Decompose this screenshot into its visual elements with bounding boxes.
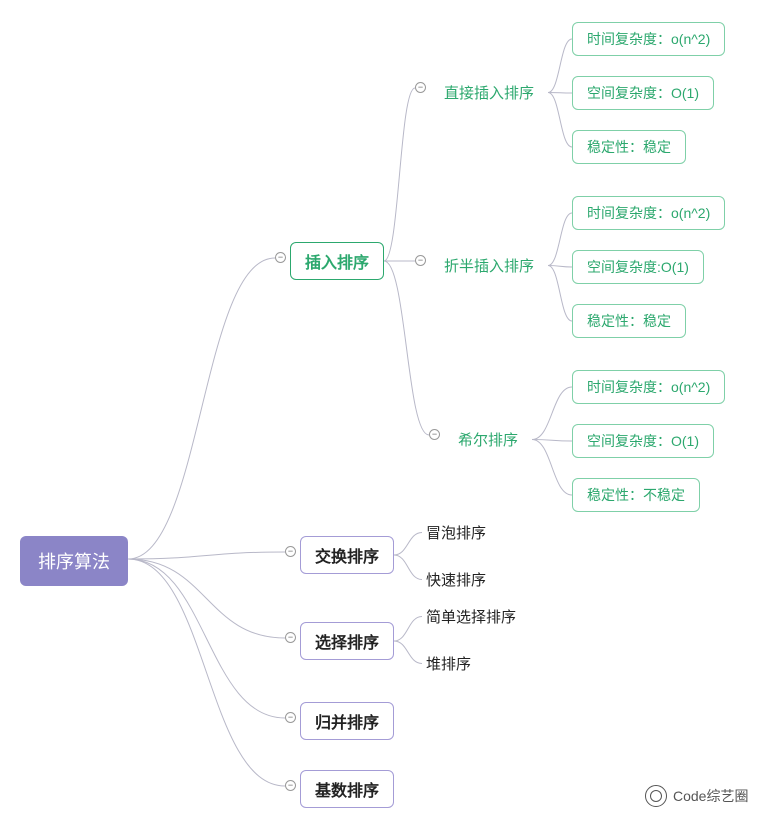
toggle-shell[interactable]: − (429, 429, 440, 440)
child-select-0: 简单选择排序 (422, 604, 520, 629)
leaf-shell-2: 稳定性：不稳定 (572, 478, 700, 512)
leaf-direct-2: 稳定性：稳定 (572, 130, 686, 164)
node-insert[interactable]: 插入排序 (290, 242, 384, 280)
root-node[interactable]: 排序算法 (20, 536, 128, 586)
toggle-binary[interactable]: − (415, 255, 426, 266)
wechat-icon (645, 785, 667, 807)
toggle-insert[interactable]: − (275, 252, 286, 263)
child-exchange-1: 快速排序 (422, 567, 490, 592)
watermark-text: Code综艺圈 (673, 786, 748, 806)
toggle-direct[interactable]: − (415, 82, 426, 93)
toggle-select[interactable]: − (285, 632, 296, 643)
leaf-direct-0: 时间复杂度：o(n^2) (572, 22, 725, 56)
leaf-shell-1: 空间复杂度：O(1) (572, 424, 714, 458)
leaf-shell-0: 时间复杂度：o(n^2) (572, 370, 725, 404)
leaf-binary-2: 稳定性：稳定 (572, 304, 686, 338)
node-select[interactable]: 选择排序 (300, 622, 394, 660)
node-direct[interactable]: 直接插入排序 (430, 76, 548, 109)
node-exchange[interactable]: 交换排序 (300, 536, 394, 574)
leaf-direct-1: 空间复杂度：O(1) (572, 76, 714, 110)
leaf-binary-0: 时间复杂度：o(n^2) (572, 196, 725, 230)
leaf-binary-1: 空间复杂度:O(1) (572, 250, 704, 284)
toggle-exchange[interactable]: − (285, 546, 296, 557)
node-shell[interactable]: 希尔排序 (444, 423, 532, 456)
toggle-merge[interactable]: − (285, 712, 296, 723)
watermark: Code综艺圈 (645, 785, 748, 807)
child-select-1: 堆排序 (422, 651, 475, 676)
node-merge[interactable]: 归并排序 (300, 702, 394, 740)
toggle-radix[interactable]: − (285, 780, 296, 791)
child-exchange-0: 冒泡排序 (422, 520, 490, 545)
node-radix[interactable]: 基数排序 (300, 770, 394, 808)
node-binary[interactable]: 折半插入排序 (430, 249, 548, 282)
